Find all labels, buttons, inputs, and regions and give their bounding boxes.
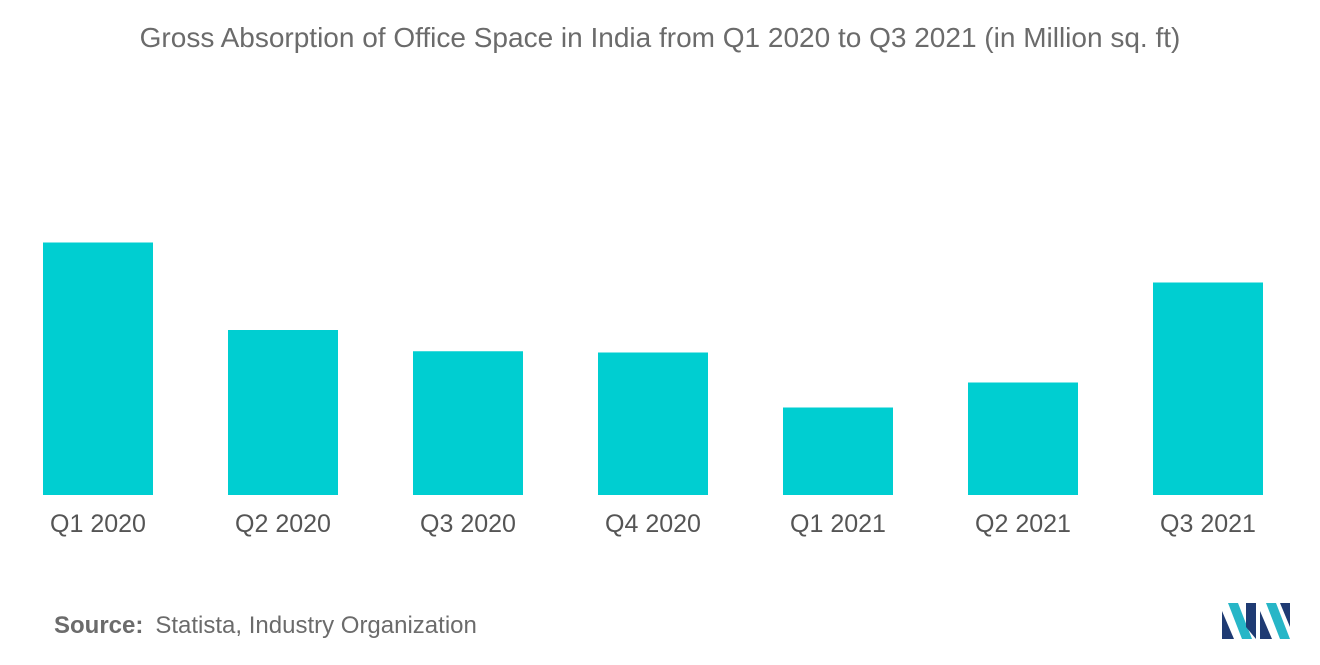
x-tick-label: Q1 2021 [790,510,886,538]
x-tick-label: Q4 2020 [605,510,701,538]
bar-q2-2020 [228,330,338,495]
x-tick-label: Q3 2020 [420,510,516,538]
x-tick-label: Q1 2020 [50,510,146,538]
source-label: Source: [54,612,144,639]
bar-q3-2020 [413,351,523,495]
source-text: Statista, Industry Organization [155,612,477,639]
bar-q2-2021 [968,382,1078,495]
x-axis-labels: Q1 2020 Q2 2020 Q3 2020 Q4 2020 Q1 2021 Q2 20… [50,510,1256,538]
source-note: Source: Statista, Industry Organization [54,612,477,640]
chart-title: Gross Absorption of Office Space in Indi… [139,22,1181,53]
x-tick-label: Q2 2020 [235,510,331,538]
x-tick-label: Q3 2021 [1160,510,1256,538]
bar-q4-2020 [598,352,708,495]
mordor-intelligence-logo-icon [1222,603,1290,639]
bar-q3-2021 [1153,282,1263,495]
bar-q1-2020 [43,242,153,495]
bars-group [43,242,1263,495]
bar-q1-2021 [783,407,893,495]
x-tick-label: Q2 2021 [975,510,1071,538]
